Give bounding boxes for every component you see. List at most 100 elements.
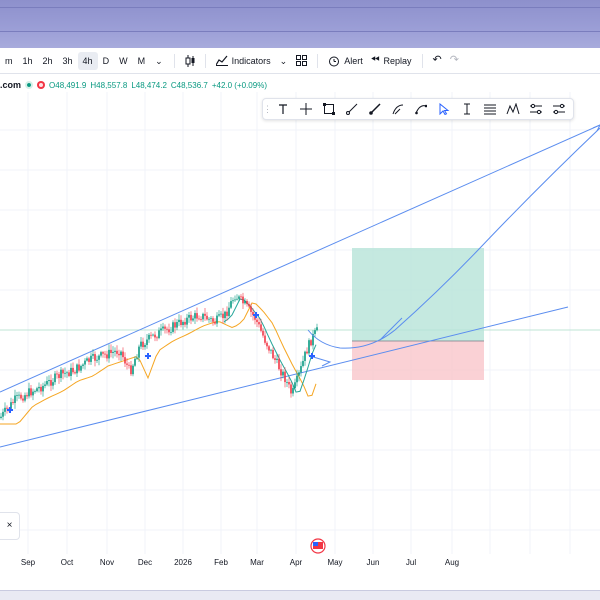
candle-body [22, 398, 24, 401]
candle-body [144, 344, 146, 348]
timeframe-d[interactable]: D [102, 55, 110, 66]
candle-body [210, 318, 212, 320]
candle-body [4, 407, 6, 412]
trendline-icon[interactable] [340, 99, 363, 119]
timeframe-m-month[interactable]: M [137, 55, 146, 66]
indicators-button[interactable]: Indicators [212, 52, 275, 70]
time-axis-label: Sep [20, 558, 36, 567]
candle-body [70, 367, 72, 376]
candle-body [316, 327, 318, 331]
undo-icon[interactable]: ↶ [432, 54, 442, 66]
chart-grid [0, 92, 600, 554]
time-axis-label: Apr [289, 558, 303, 567]
candle-body [166, 328, 168, 330]
candle-body [176, 322, 178, 328]
fib-icon[interactable] [386, 99, 409, 119]
candle-body [288, 381, 290, 385]
timeframe-w[interactable]: W [119, 55, 128, 66]
candle-body [142, 341, 144, 348]
candle-body [256, 319, 258, 323]
long-position-icon[interactable] [455, 99, 478, 119]
time-axis-label: Dec [137, 558, 153, 567]
candle-body [138, 346, 140, 358]
candle-body [84, 360, 86, 365]
candle-body [158, 330, 160, 339]
candle-body [274, 358, 276, 360]
candle-body [72, 367, 74, 373]
short-arrow[interactable] [309, 355, 332, 367]
drag-handle-icon[interactable]: ⋮ [263, 103, 272, 114]
candle-body [42, 385, 44, 392]
timeframe-1h[interactable]: 1h [22, 55, 33, 66]
price-chart[interactable] [0, 92, 600, 554]
timeframe-2h[interactable]: 2h [42, 55, 53, 66]
projection-path[interactable] [307, 127, 600, 349]
time-axis-label: 2026 [174, 558, 192, 567]
projection-arrow[interactable] [379, 317, 403, 341]
timeframe-m[interactable]: m [5, 55, 13, 66]
close-icon[interactable]: × [0, 512, 20, 540]
candle-body [230, 301, 232, 308]
candle-body [2, 411, 4, 417]
candle-body [262, 330, 264, 336]
candle-body [10, 402, 12, 409]
candle-body [66, 372, 68, 374]
text-icon[interactable] [271, 99, 294, 119]
candle-body [110, 349, 112, 353]
chevron-down-icon[interactable]: ⌄ [155, 55, 163, 66]
chevron-down-icon[interactable]: ⌄ [279, 55, 288, 66]
target-zone[interactable] [352, 248, 484, 341]
redo-icon[interactable]: ↷ [449, 54, 459, 66]
candle-body [260, 324, 262, 331]
candle-body [78, 364, 80, 371]
candle-body [214, 321, 216, 324]
timeframe-4h[interactable]: 4h [77, 51, 98, 70]
path-icon[interactable] [409, 99, 432, 119]
candle-body [30, 388, 32, 396]
candle-body [38, 386, 40, 389]
crosshair-icon[interactable] [294, 99, 317, 119]
chrome-divider [0, 7, 600, 8]
brush-icon[interactable] [363, 99, 386, 119]
candle-body [302, 360, 304, 367]
candle-body [32, 391, 34, 396]
pattern-icon[interactable] [501, 99, 524, 119]
event-flag-icon[interactable] [310, 538, 326, 554]
candle-body [120, 351, 122, 356]
price-range-icon[interactable] [478, 99, 501, 119]
timeframe-3h[interactable]: 3h [62, 55, 73, 66]
time-axis[interactable]: Sep Oct Nov Dec 2026 Feb Mar Apr May Jun… [0, 554, 600, 572]
ohlc-close: C48,536.7 [170, 80, 208, 90]
fib-channel-icon[interactable] [524, 99, 547, 119]
candle-body [100, 352, 102, 356]
candle-body [286, 381, 288, 383]
toolbar-separator [204, 53, 206, 68]
candle-body [300, 366, 302, 373]
symbol-name[interactable]: .com [0, 80, 22, 90]
candle-body [114, 350, 116, 352]
upper-trendline[interactable] [0, 124, 600, 393]
candle-body [102, 352, 104, 354]
candlestick-icon[interactable] [181, 52, 199, 70]
rectangle-icon[interactable] [317, 99, 340, 119]
status-dot-red [37, 81, 46, 89]
candle-body [40, 386, 42, 392]
grid-icon[interactable] [292, 52, 311, 70]
ray-icon[interactable] [547, 99, 570, 119]
candle-body [48, 380, 50, 382]
symbol-legend: .com O48,491.9 H48,557.8 L48,474.2 C48,5… [0, 78, 267, 92]
candle-body [200, 318, 202, 320]
candle-body [248, 304, 250, 307]
alert-button[interactable]: Alert [324, 52, 367, 70]
stop-zone[interactable] [352, 341, 484, 380]
lower-trendline[interactable] [0, 306, 569, 448]
candle-body [306, 351, 308, 354]
cursor-icon[interactable] [432, 99, 455, 119]
chart-toolbar: m 1h 2h 3h 4h D W M ⌄ Indicators ⌄ Alert… [0, 48, 600, 74]
replay-button[interactable]: ⏪︎ Replay [367, 52, 416, 70]
candle-body [34, 391, 36, 392]
alarm-clock-icon [329, 56, 340, 66]
candle-body [50, 380, 52, 386]
candle-body [160, 328, 162, 331]
candle-body [208, 318, 210, 320]
